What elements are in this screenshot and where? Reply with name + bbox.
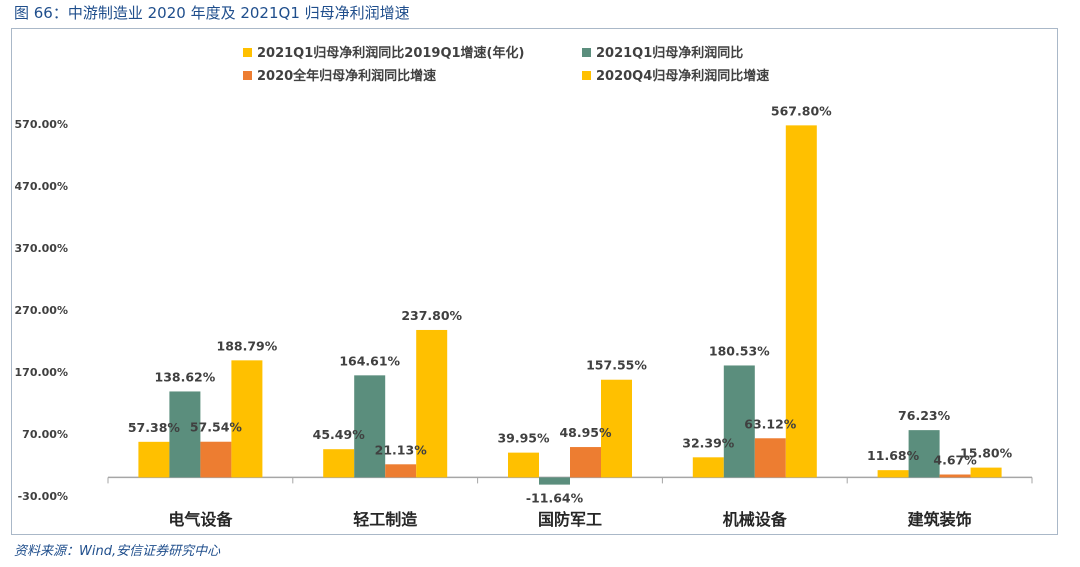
bar-chart: 2021Q1归母净利润同比2019Q1增速(年化) 2021Q1归母净利润同比 20… [15,45,1033,529]
bar [570,447,601,478]
y-tick-label: 470.00% [15,180,68,193]
x-category-label: 轻工制造 [353,510,418,529]
bar [539,477,570,485]
bar [169,391,201,478]
data-label: 57.54% [190,420,243,435]
data-label: 21.13% [375,442,428,457]
data-label: 39.95% [497,431,550,446]
data-label: 63.12% [744,416,797,431]
data-label: 567.80% [771,103,832,118]
y-tick-label: 370.00% [15,242,68,255]
bar [231,360,263,478]
x-axis: 电气设备 轻工制造 国防军工 机械设备 建筑装饰 [107,476,1033,529]
legend-label: 2021Q1归母净利润同比 [596,45,743,61]
y-tick-label: 570.00% [15,118,68,131]
data-label: 138.62% [155,369,216,384]
y-tick-label: 170.00% [15,366,68,379]
legend-swatch [243,71,252,80]
legend-label: 2020Q4归母净利润同比增速 [596,68,769,84]
data-label: 180.53% [709,343,770,358]
bar [416,329,448,478]
legend-swatch [243,48,252,57]
x-category-label: 机械设备 [723,510,788,529]
bar [908,430,940,478]
legend-label: 2021Q1归母净利润同比2019Q1增速(年化) [257,45,524,61]
chart-frame: 2021Q1归母净利润同比2019Q1增速(年化) 2021Q1归母净利润同比 20… [11,28,1058,535]
legend-swatch [582,48,591,57]
x-category-label: 电气设备 [168,510,233,529]
bar [877,470,909,478]
bar [723,365,755,478]
data-label: -11.64% [526,491,584,506]
bar [200,441,232,478]
data-label: 237.80% [401,308,462,323]
data-label: 164.61% [339,353,400,368]
bar [354,375,386,478]
bar-series [138,125,1002,485]
bar [692,457,724,478]
bar [323,449,355,478]
data-labels: 57.38% 138.62% 57.54% 188.79% 45.49% 164.61% 2… [128,103,1013,505]
x-category-label: 国防军工 [538,510,602,529]
y-tick-label: -30.00% [18,490,68,503]
data-label: 45.49% [313,427,366,442]
bar [601,379,632,478]
y-tick-label: 70.00% [22,428,68,441]
data-label: 15.80% [960,446,1013,461]
bar [939,474,971,478]
data-label: 76.23% [898,408,951,423]
legend-label: 2020全年归母净利润同比增速 [257,68,436,84]
chart-legend: 2021Q1归母净利润同比2019Q1增速(年化) 2021Q1归母净利润同比 20… [243,45,769,84]
bar [385,464,417,478]
bar [754,438,786,478]
figure-caption: 图 66：中游制造业 2020 年度及 2021Q1 归母净利润增速 [14,4,410,22]
legend-swatch [582,71,591,80]
data-label: 157.55% [586,358,647,373]
data-label: 11.68% [867,448,920,463]
bar [785,125,817,478]
bar [138,441,170,478]
y-axis: -30.00% 70.00% 170.00% 270.00% 370.00% 470.00… [15,118,68,503]
data-label: 188.79% [217,338,278,353]
x-category-label: 建筑装饰 [908,510,972,529]
data-label: 32.39% [682,435,735,450]
data-label: 4.67% [933,453,977,468]
data-label: 57.38% [128,420,181,435]
bar [970,467,1002,478]
y-tick-label: 270.00% [15,304,68,317]
source-note: 资料来源：Wind,安信证券研究中心 [14,544,221,559]
data-label: 48.95% [559,425,612,440]
bar [508,452,539,478]
